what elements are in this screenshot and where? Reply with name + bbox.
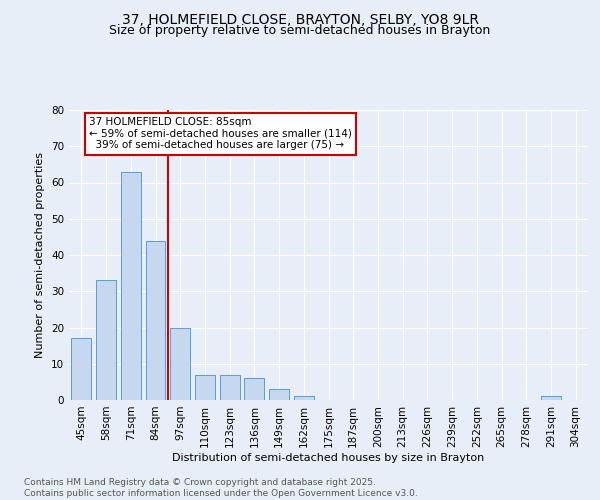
- Bar: [195, 374, 215, 400]
- Text: Size of property relative to semi-detached houses in Brayton: Size of property relative to semi-detach…: [109, 24, 491, 37]
- Bar: [220, 374, 239, 400]
- X-axis label: Distribution of semi-detached houses by size in Brayton: Distribution of semi-detached houses by …: [172, 452, 485, 462]
- Bar: [244, 378, 264, 400]
- Bar: [170, 328, 190, 400]
- Bar: [541, 396, 561, 400]
- Bar: [146, 240, 166, 400]
- Bar: [269, 389, 289, 400]
- Y-axis label: Number of semi-detached properties: Number of semi-detached properties: [35, 152, 46, 358]
- Bar: [71, 338, 91, 400]
- Bar: [96, 280, 116, 400]
- Text: 37, HOLMEFIELD CLOSE, BRAYTON, SELBY, YO8 9LR: 37, HOLMEFIELD CLOSE, BRAYTON, SELBY, YO…: [121, 12, 479, 26]
- Text: 37 HOLMEFIELD CLOSE: 85sqm
← 59% of semi-detached houses are smaller (114)
  39%: 37 HOLMEFIELD CLOSE: 85sqm ← 59% of semi…: [89, 117, 352, 150]
- Bar: [294, 396, 314, 400]
- Bar: [121, 172, 140, 400]
- Text: Contains HM Land Registry data © Crown copyright and database right 2025.
Contai: Contains HM Land Registry data © Crown c…: [24, 478, 418, 498]
